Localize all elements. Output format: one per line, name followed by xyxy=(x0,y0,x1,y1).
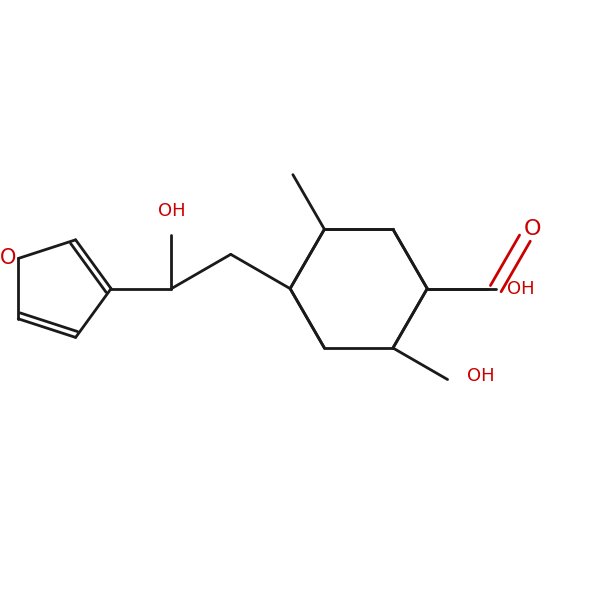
Text: OH: OH xyxy=(158,202,185,220)
Text: OH: OH xyxy=(467,367,494,385)
Text: OH: OH xyxy=(507,280,535,298)
Text: O: O xyxy=(524,219,541,239)
Text: O: O xyxy=(0,248,16,268)
